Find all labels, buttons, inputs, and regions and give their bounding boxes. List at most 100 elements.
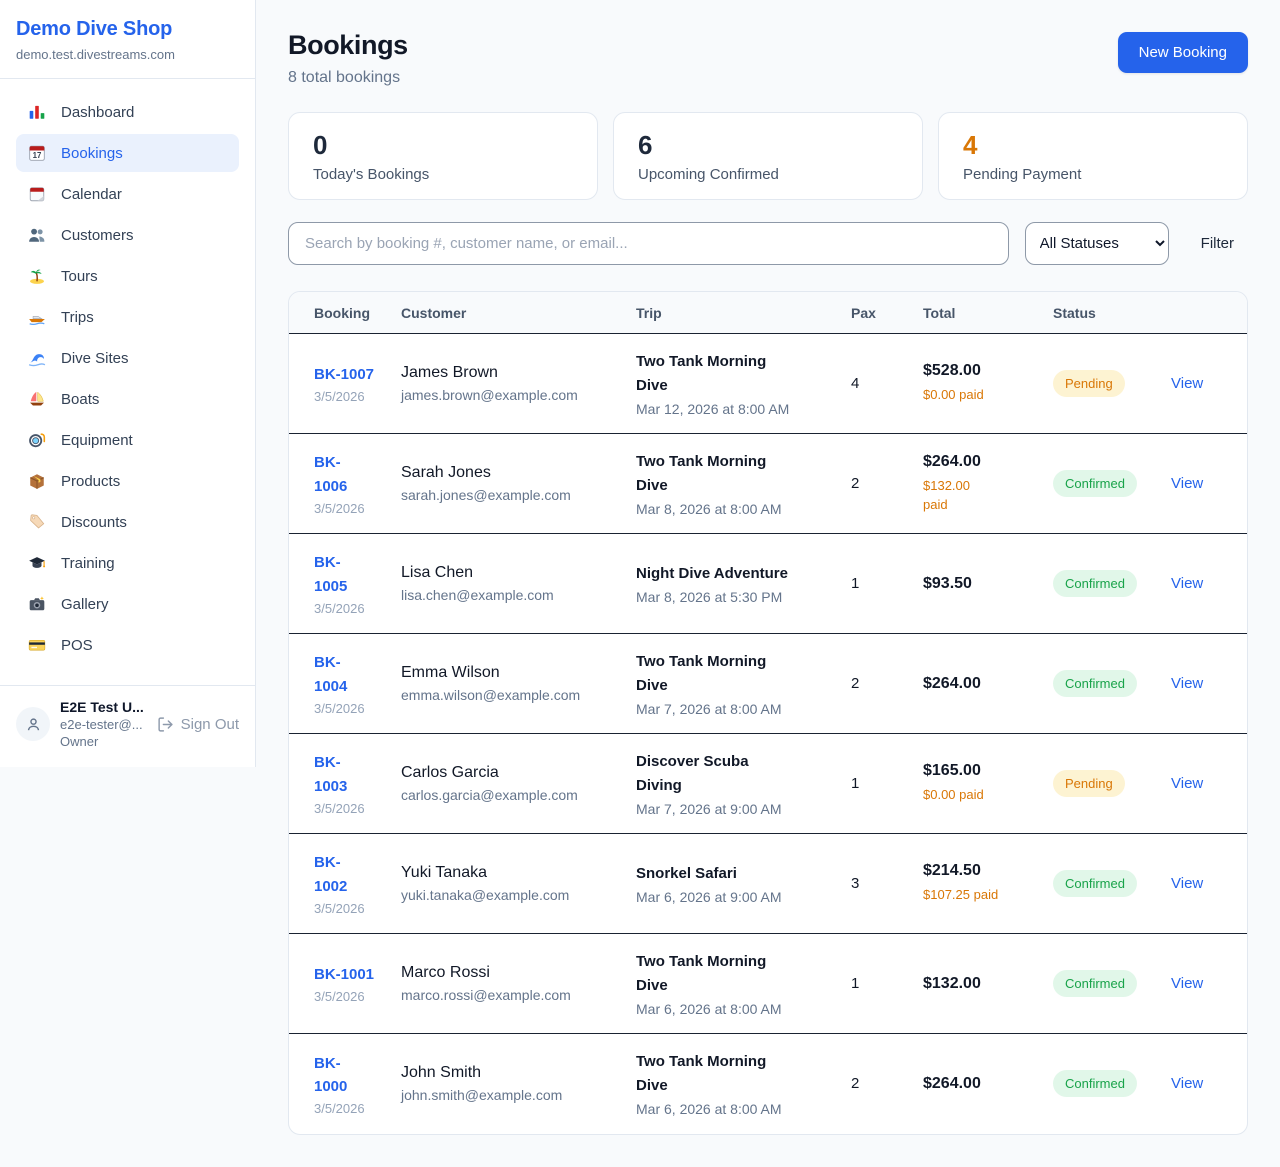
sidebar-item-gallery[interactable]: Gallery xyxy=(16,585,239,623)
view-link[interactable]: View xyxy=(1171,1074,1204,1092)
customer-name: Marco Rossi xyxy=(401,964,490,981)
table-row: BK- 1006 3/5/2026 Sarah Jones sarah.jone… xyxy=(289,433,1247,534)
sign-out-button[interactable]: Sign Out xyxy=(157,716,239,733)
people-icon xyxy=(29,228,45,242)
booking-date: 3/5/2026 xyxy=(314,1101,365,1116)
customer-email: sarah.jones@example.com xyxy=(401,487,571,503)
sidebar-item-label: Products xyxy=(61,472,121,490)
booking-date: 3/5/2026 xyxy=(314,500,365,516)
trip-datetime: Mar 6, 2026 at 8:00 AM xyxy=(636,1001,782,1017)
pax-value: 3 xyxy=(851,833,923,934)
trip-name: Two Tank Morning Dive xyxy=(636,953,767,994)
sidebar-item-dive-sites[interactable]: Dive Sites xyxy=(16,339,239,377)
sidebar-item-label: Tours xyxy=(61,267,98,285)
wave-icon xyxy=(28,354,46,367)
table-row: BK- 1003 3/5/2026 Carlos Garcia carlos.g… xyxy=(289,733,1247,834)
status-filter-select[interactable]: All Statuses xyxy=(1024,222,1169,265)
view-link[interactable]: View xyxy=(1171,374,1204,392)
booking-link[interactable]: BK- 1002 xyxy=(314,854,348,895)
stat-card-upcoming-confirmed: 6 Upcoming Confirmed xyxy=(613,112,923,200)
sidebar-item-discounts[interactable]: Discounts xyxy=(16,503,239,541)
camera-icon xyxy=(29,596,45,611)
booking-link[interactable]: BK- 1005 xyxy=(314,554,348,595)
booking-link[interactable]: BK-1007 xyxy=(314,365,375,383)
sidebar-item-equipment[interactable]: Equipment xyxy=(16,421,239,459)
trip-name: Two Tank Morning Dive xyxy=(636,353,767,394)
svg-text:17: 17 xyxy=(33,151,42,160)
customer-email: lisa.chen@example.com xyxy=(401,587,554,603)
table-row: BK-1001 3/5/2026 Marco Rossi marco.rossi… xyxy=(289,933,1247,1034)
sidebar-item-boats[interactable]: Boats xyxy=(16,380,239,418)
view-link[interactable]: View xyxy=(1171,874,1204,892)
column-header-total: Total xyxy=(923,292,1053,334)
sidebar-item-dashboard[interactable]: Dashboard xyxy=(16,93,239,131)
stat-label: Upcoming Confirmed xyxy=(638,166,779,183)
pax-value: 1 xyxy=(851,933,923,1034)
booking-link[interactable]: BK-1001 xyxy=(314,965,375,983)
total-amount: $132.00 xyxy=(923,974,981,992)
sidebar-item-customers[interactable]: Customers xyxy=(16,216,239,254)
main-content: Bookings 8 total bookings New Booking 0 … xyxy=(256,0,1280,1167)
table-row: BK- 1004 3/5/2026 Emma Wilson emma.wilso… xyxy=(289,633,1247,734)
status-badge: Confirmed xyxy=(1053,570,1137,597)
sidebar-item-label: Boats xyxy=(61,390,100,408)
filter-button[interactable]: Filter xyxy=(1185,235,1248,252)
search-input[interactable] xyxy=(288,222,1009,265)
page-title: Bookings xyxy=(288,30,408,60)
customer-name: James Brown xyxy=(401,364,498,381)
paid-amount: $0.00 paid xyxy=(923,387,984,403)
view-link[interactable]: View xyxy=(1171,674,1204,692)
trip-datetime: Mar 7, 2026 at 9:00 AM xyxy=(636,801,782,817)
booking-link[interactable]: BK- 1006 xyxy=(314,454,348,495)
customer-name: Emma Wilson xyxy=(401,664,500,681)
sidebar-item-label: Trips xyxy=(61,308,94,326)
shop-name: Demo Dive Shop xyxy=(16,18,173,40)
view-link[interactable]: View xyxy=(1171,774,1204,792)
speedboat-icon xyxy=(29,316,45,326)
user-email: e2e-tester@... xyxy=(60,717,143,732)
bookings-table-card: Booking Customer Trip Pax Total Status B… xyxy=(288,291,1248,1135)
view-link[interactable]: View xyxy=(1171,974,1204,992)
sidebar-item-trips[interactable]: Trips xyxy=(16,298,239,336)
customer-email: james.brown@example.com xyxy=(401,387,578,403)
credit-card-icon xyxy=(28,639,46,651)
customer-name: Lisa Chen xyxy=(401,564,474,581)
calendar-icon: 17 xyxy=(29,145,45,161)
booking-link[interactable]: BK- 1000 xyxy=(314,1054,348,1095)
total-amount: $93.50 xyxy=(923,574,972,592)
stat-card-todays-bookings: 0 Today's Bookings xyxy=(288,112,598,200)
booking-link[interactable]: BK- 1004 xyxy=(314,654,348,695)
view-link[interactable]: View xyxy=(1171,474,1204,492)
view-link[interactable]: View xyxy=(1171,574,1204,592)
trip-datetime: Mar 6, 2026 at 9:00 AM xyxy=(636,889,782,905)
sidebar-item-tours[interactable]: Tours xyxy=(16,257,239,295)
sidebar-item-label: Dashboard xyxy=(61,103,135,121)
table-row: BK- 1000 3/5/2026 John Smith john.smith@… xyxy=(289,1033,1247,1134)
sailboat-icon xyxy=(30,391,44,406)
sidebar-item-label: Discounts xyxy=(61,513,127,531)
sidebar-item-bookings[interactable]: 17 Bookings xyxy=(16,134,239,172)
sidebar-item-pos[interactable]: POS xyxy=(16,626,239,664)
column-header-customer: Customer xyxy=(401,292,636,334)
paid-amount: $0.00 paid xyxy=(923,787,984,803)
sidebar-item-calendar[interactable]: Calendar xyxy=(16,175,239,213)
new-booking-button[interactable]: New Booking xyxy=(1117,32,1248,73)
total-amount: $214.50 xyxy=(923,862,981,880)
trip-datetime: Mar 7, 2026 at 8:00 AM xyxy=(636,701,782,717)
table-row: BK-1007 3/5/2026 James Brown james.brown… xyxy=(289,334,1247,434)
sidebar-item-products[interactable]: Products xyxy=(16,462,239,500)
table-row: BK- 1002 3/5/2026 Yuki Tanaka yuki.tanak… xyxy=(289,833,1247,934)
status-badge: Confirmed xyxy=(1053,470,1137,497)
pax-value: 2 xyxy=(851,1033,923,1134)
customer-name: Carlos Garcia xyxy=(401,764,499,781)
page-header: Bookings 8 total bookings New Booking xyxy=(288,30,1248,87)
user-box: E2E Test U... e2e-tester@... Owner Sign … xyxy=(0,685,255,767)
booking-link[interactable]: BK- 1003 xyxy=(314,754,348,795)
column-header-pax: Pax xyxy=(851,292,923,334)
status-badge: Confirmed xyxy=(1053,670,1137,697)
sidebar: Demo Dive Shop demo.test.divestreams.com… xyxy=(0,0,256,767)
sidebar-item-training[interactable]: Training xyxy=(16,544,239,582)
trip-name: Two Tank Morning Dive xyxy=(636,453,767,494)
booking-date: 3/5/2026 xyxy=(314,389,365,405)
pax-value: 1 xyxy=(851,733,923,834)
